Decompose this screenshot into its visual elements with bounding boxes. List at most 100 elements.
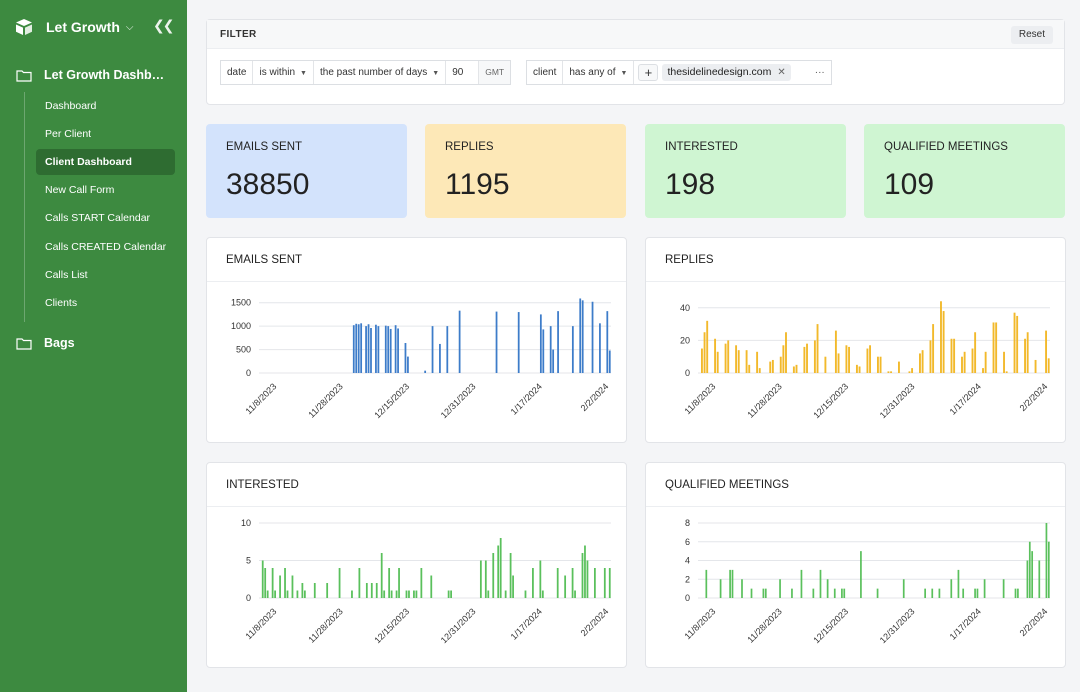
bar[interactable] — [1034, 359, 1037, 373]
bar[interactable] — [271, 568, 274, 598]
bar[interactable] — [495, 311, 498, 373]
bar[interactable] — [487, 590, 490, 599]
sidebar-item-calls-created-calendar[interactable]: Calls CREATED Calendar — [45, 241, 167, 253]
bar[interactable] — [1047, 541, 1050, 598]
bar[interactable] — [1031, 551, 1034, 599]
bar[interactable] — [407, 356, 409, 373]
bar[interactable] — [735, 345, 738, 373]
bar[interactable] — [439, 343, 441, 373]
bar[interactable] — [837, 353, 840, 373]
date-operator-select[interactable]: is within ▼ — [253, 61, 314, 84]
bar[interactable] — [845, 345, 848, 373]
close-icon[interactable]: ✕ — [777, 67, 786, 78]
bar[interactable] — [390, 590, 393, 599]
bar[interactable] — [703, 332, 706, 373]
bar[interactable] — [1013, 312, 1016, 373]
bar[interactable] — [841, 588, 843, 599]
bar[interactable] — [549, 326, 552, 374]
bar[interactable] — [771, 359, 774, 373]
bar[interactable] — [716, 351, 719, 373]
reset-button[interactable]: Reset — [1010, 26, 1053, 44]
bar[interactable] — [706, 320, 709, 373]
date-field-select[interactable]: date — [221, 61, 254, 84]
bar[interactable] — [360, 323, 363, 373]
bar[interactable] — [705, 569, 708, 599]
bar[interactable] — [404, 343, 407, 373]
bar[interactable] — [745, 350, 748, 373]
bar[interactable] — [338, 568, 341, 598]
sidebar-item-new-call-form[interactable]: New Call Form — [45, 184, 115, 196]
bar[interactable] — [581, 300, 584, 373]
bar[interactable] — [431, 326, 434, 374]
bar[interactable] — [1024, 338, 1026, 373]
bar[interactable] — [603, 568, 606, 598]
bar[interactable] — [357, 324, 360, 373]
bar[interactable] — [932, 324, 935, 373]
folder-let-growth-dashboard[interactable]: Let Growth Dashboard — [16, 68, 170, 82]
bar[interactable] — [351, 590, 353, 599]
client-field-select[interactable]: client — [527, 61, 564, 84]
sidebar-item-client-dashboard[interactable]: Client Dashboard — [36, 149, 175, 175]
bar[interactable] — [286, 590, 289, 599]
bar[interactable] — [492, 553, 495, 598]
bar[interactable] — [497, 545, 500, 599]
bar[interactable] — [855, 364, 858, 373]
bar[interactable] — [384, 325, 387, 373]
bar[interactable] — [908, 371, 911, 373]
bar[interactable] — [953, 338, 956, 373]
add-value-button[interactable]: + — [638, 64, 659, 81]
bar[interactable] — [301, 583, 304, 598]
bar[interactable] — [942, 311, 945, 373]
bar[interactable] — [387, 326, 390, 374]
bar[interactable] — [542, 329, 545, 373]
bar[interactable] — [389, 328, 392, 373]
bar[interactable] — [291, 575, 294, 599]
bar[interactable] — [724, 343, 727, 373]
bar[interactable] — [976, 588, 979, 599]
bar[interactable] — [593, 568, 596, 598]
bar[interactable] — [824, 356, 827, 373]
bar[interactable] — [756, 351, 759, 373]
bar[interactable] — [397, 328, 399, 373]
bar[interactable] — [484, 560, 487, 599]
sidebar-item-clients[interactable]: Clients — [45, 297, 78, 309]
bar[interactable] — [388, 568, 391, 598]
bar[interactable] — [586, 560, 589, 599]
bar[interactable] — [413, 590, 415, 599]
bar[interactable] — [279, 575, 281, 599]
bar[interactable] — [380, 553, 383, 598]
bar[interactable] — [599, 323, 601, 373]
bar[interactable] — [1045, 523, 1048, 598]
bar[interactable] — [430, 575, 433, 599]
bar[interactable] — [887, 371, 890, 373]
bar[interactable] — [261, 560, 264, 599]
bar[interactable] — [398, 568, 400, 598]
bar[interactable] — [924, 588, 926, 599]
bar[interactable] — [779, 356, 782, 373]
bar[interactable] — [957, 569, 960, 599]
bar[interactable] — [921, 350, 924, 373]
collapse-sidebar-icon[interactable]: ❮❮ — [153, 17, 175, 33]
bar[interactable] — [284, 568, 286, 598]
bar[interactable] — [458, 310, 461, 373]
bar[interactable] — [395, 590, 398, 599]
bar[interactable] — [405, 590, 408, 599]
bar[interactable] — [608, 568, 611, 598]
bar[interactable] — [571, 326, 574, 374]
bar[interactable] — [370, 328, 372, 373]
bar[interactable] — [782, 345, 785, 373]
bar[interactable] — [779, 579, 781, 598]
bar[interactable] — [890, 371, 893, 373]
bar[interactable] — [303, 590, 306, 599]
bar[interactable] — [879, 356, 882, 373]
bar[interactable] — [848, 346, 850, 373]
bar[interactable] — [581, 553, 584, 598]
bar[interactable] — [806, 343, 808, 373]
date-range-select[interactable]: the past number of days ▼ — [314, 61, 447, 84]
bar[interactable] — [929, 340, 932, 373]
bar[interactable] — [591, 301, 594, 373]
bar[interactable] — [813, 340, 816, 373]
bar[interactable] — [541, 590, 544, 599]
bar[interactable] — [509, 553, 512, 598]
bar[interactable] — [729, 569, 731, 599]
